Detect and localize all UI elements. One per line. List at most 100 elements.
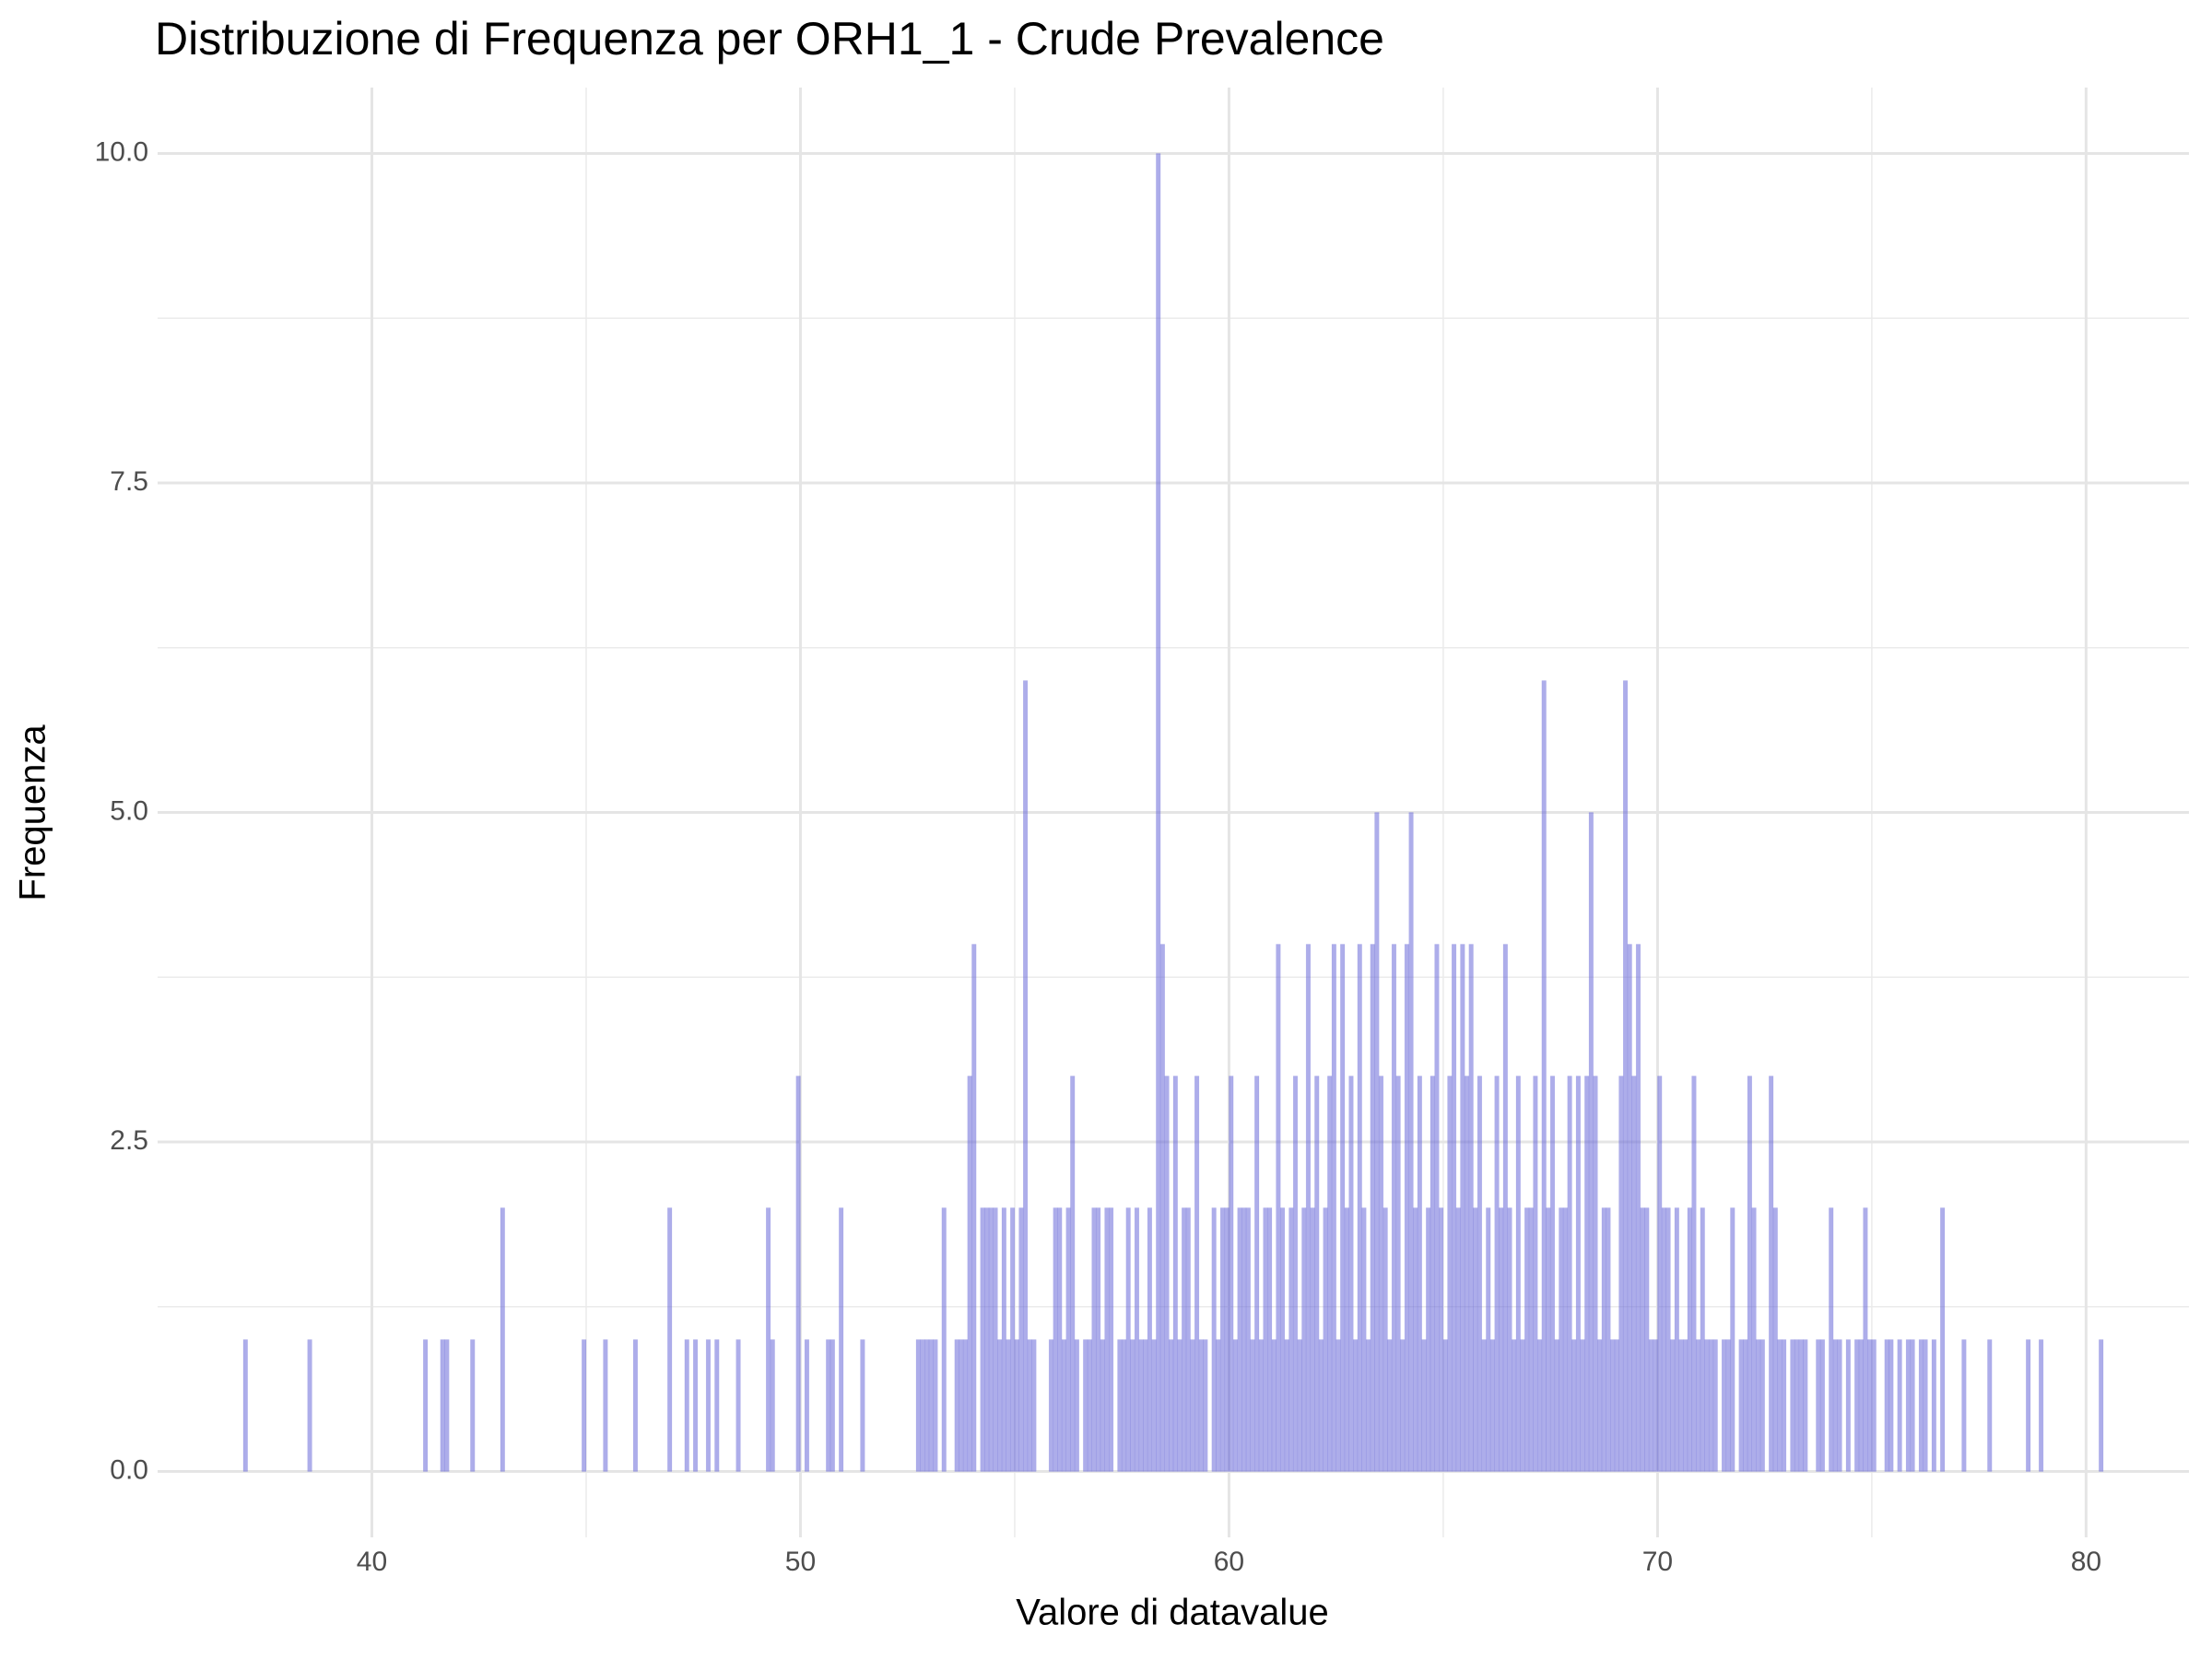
bar <box>1023 680 1029 1472</box>
bar <box>1524 1207 1530 1472</box>
bar <box>924 1339 930 1472</box>
bar <box>1502 944 1508 1472</box>
bar <box>1871 1339 1877 1472</box>
bar <box>1687 1207 1692 1472</box>
bar <box>1520 1339 1525 1472</box>
bar <box>1391 944 1397 1472</box>
bar <box>1426 1207 1431 1472</box>
bar <box>470 1339 476 1472</box>
bar <box>1858 1339 1864 1472</box>
bar <box>915 1339 921 1472</box>
bar <box>984 1207 990 1472</box>
bar <box>1439 1207 1444 1472</box>
bar <box>1455 1207 1461 1472</box>
bar <box>1653 1339 1658 1472</box>
bar <box>1700 1207 1705 1472</box>
bar <box>1562 1207 1569 1472</box>
bar <box>1631 1076 1637 1472</box>
bar <box>1241 1207 1247 1472</box>
bar <box>1121 1339 1127 1472</box>
bar <box>1331 944 1336 1472</box>
bar <box>242 1339 248 1472</box>
bar <box>667 1207 673 1472</box>
bar <box>705 1339 712 1472</box>
bar <box>1361 1207 1367 1472</box>
bar <box>1340 944 1346 1472</box>
bar <box>1614 1339 1619 1472</box>
bar <box>1130 1339 1135 1472</box>
bar <box>1772 1207 1778 1472</box>
bar <box>1395 1076 1401 1472</box>
bar <box>1348 1076 1354 1472</box>
bar <box>1310 1207 1315 1472</box>
x-axis-title: Valore di datavalue <box>1016 1593 1329 1633</box>
bar <box>1250 1339 1255 1472</box>
bar <box>1704 1339 1710 1472</box>
bar <box>1245 1207 1251 1472</box>
bar <box>1182 1207 1187 1472</box>
bar <box>920 1339 925 1472</box>
bar <box>1203 1339 1208 1472</box>
bar <box>1867 1339 1873 1472</box>
bar <box>1473 1207 1478 1472</box>
bar <box>1571 1339 1577 1472</box>
bar <box>1143 1339 1148 1472</box>
bar <box>1777 1339 1783 1472</box>
bar <box>959 1339 964 1472</box>
bar <box>1387 1339 1393 1472</box>
bar <box>1665 1207 1671 1472</box>
bar <box>997 1339 1003 1472</box>
bar <box>1588 812 1594 1472</box>
bar <box>1782 1339 1787 1472</box>
bar <box>933 1339 938 1472</box>
bar <box>1447 1076 1453 1472</box>
bar <box>1593 1076 1598 1472</box>
bar <box>440 1339 445 1472</box>
bar <box>1109 1207 1114 1472</box>
bar <box>1318 1339 1324 1472</box>
bar <box>1499 1207 1504 1472</box>
bar <box>1353 1339 1359 1472</box>
bar <box>1769 1076 1774 1472</box>
bar <box>1987 1339 1993 1472</box>
bar <box>1301 1207 1307 1472</box>
bar <box>1759 1339 1765 1472</box>
bar <box>766 1207 771 1472</box>
bar <box>1288 1207 1294 1472</box>
bar <box>1515 1076 1521 1472</box>
bar <box>1254 1076 1260 1472</box>
bar <box>1554 1339 1559 1472</box>
bar <box>1219 1207 1226 1472</box>
bar <box>1031 1339 1037 1472</box>
bar <box>1528 1207 1534 1472</box>
bar <box>684 1339 689 1472</box>
bar <box>1961 1339 1967 1472</box>
bar <box>2039 1339 2044 1472</box>
bar <box>1442 1339 1448 1472</box>
bar <box>1533 1076 1538 1472</box>
bar <box>1725 1339 1731 1472</box>
bar <box>1683 1339 1688 1472</box>
bar <box>444 1339 450 1472</box>
x-tick-label: 40 <box>357 1547 387 1577</box>
bar <box>1400 1339 1406 1472</box>
bar <box>1276 944 1281 1472</box>
bar <box>582 1339 587 1472</box>
bar <box>1610 1339 1616 1472</box>
bar <box>1194 1076 1200 1472</box>
bar <box>1829 1207 1834 1472</box>
bar <box>1404 944 1409 1472</box>
bar <box>1756 1339 1761 1472</box>
bar <box>1297 1339 1302 1472</box>
bar <box>1018 1207 1024 1472</box>
bar <box>2099 1339 2104 1472</box>
bar <box>1305 944 1312 1472</box>
bar <box>1910 1339 1915 1472</box>
bar <box>1854 1339 1860 1472</box>
bar <box>1138 1339 1144 1472</box>
y-tick-label: 7.5 <box>110 466 148 497</box>
bar <box>1489 1339 1495 1472</box>
bar <box>1323 1207 1328 1472</box>
bar <box>1224 1207 1230 1472</box>
